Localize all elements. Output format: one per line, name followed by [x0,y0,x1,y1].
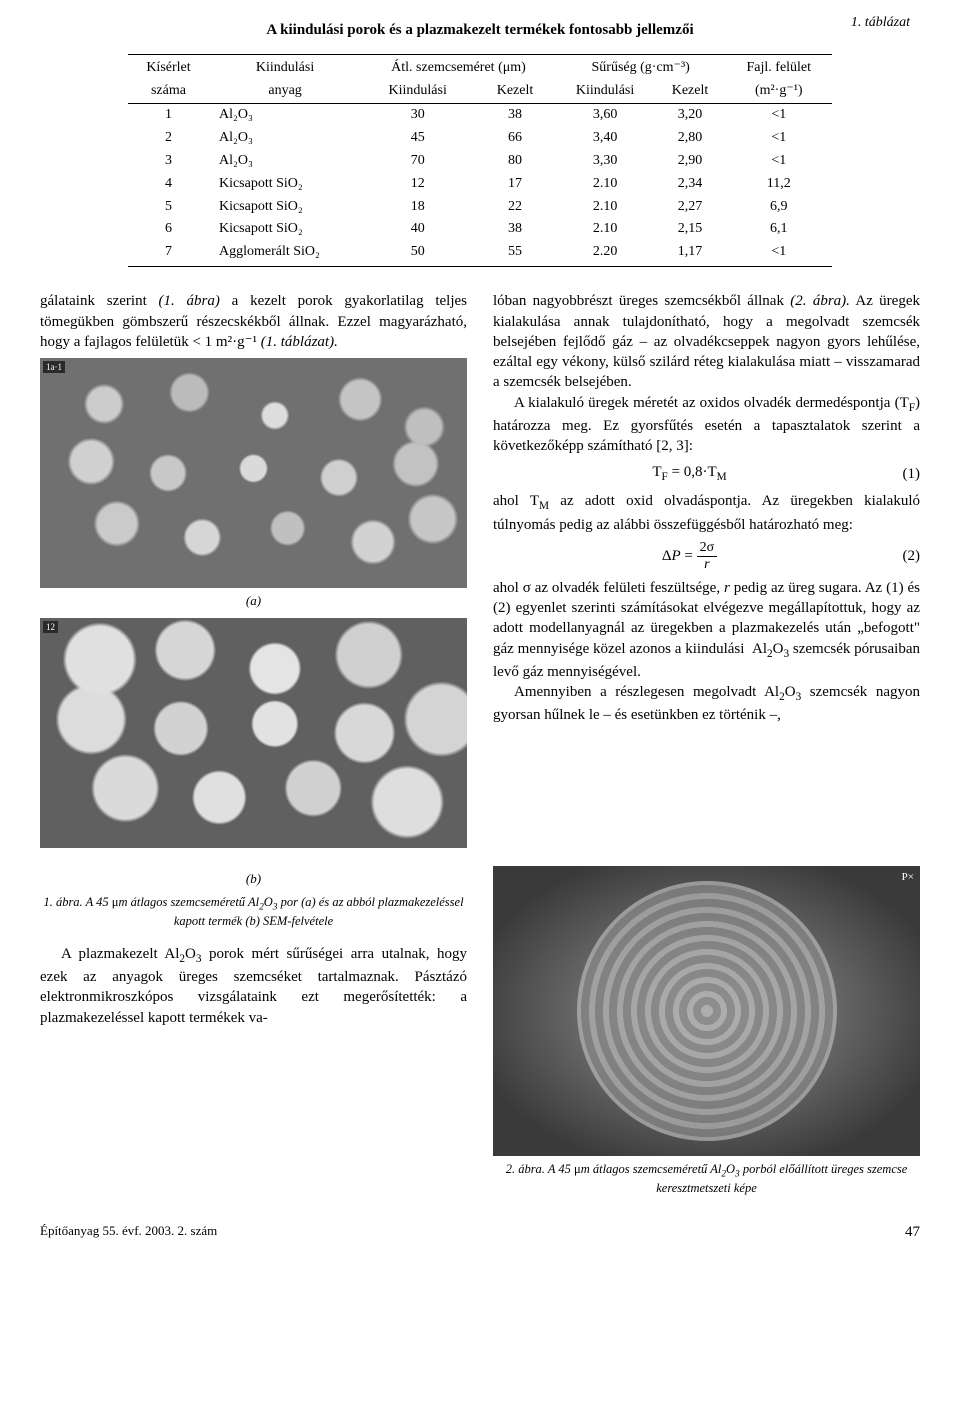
data-table: Kísérlet Kiindulási Átl. szemcseméret (μ… [128,54,832,267]
table-cell: 30 [361,104,474,127]
figure-2-image: P× [493,866,920,1156]
equation-1: TF = 0,8·TM (1) [493,462,920,485]
page-footer: Építőanyag 55. évf. 2003. 2. szám 47 [40,1222,920,1242]
table-cell: <1 [726,150,832,173]
table-cell: 12 [361,173,474,196]
table-cell: 3 [128,150,209,173]
table-cell: 18 [361,196,474,219]
table-cell: 80 [474,150,556,173]
table-cell: 6,1 [726,218,832,241]
table-row: 5Kicsapott SiO₂18222.102,276,9 [128,196,832,219]
table-cell: Kicsapott SiO₂ [209,218,361,241]
th-material: Kiindulási [209,55,361,80]
table-cell: 6 [128,218,209,241]
th-treated-1: Kezelt [474,80,556,103]
table-cell: <1 [726,127,832,150]
table-cell: 3,60 [556,104,655,127]
table-cell: 17 [474,173,556,196]
table-cell: Kicsapott SiO₂ [209,196,361,219]
table-cell: 3,20 [654,104,725,127]
table-row: 7Agglomerált SiO₂50552.201,17<1 [128,241,832,266]
figure-1a-letter: (a) [40,592,467,610]
table-cell: 2.10 [556,196,655,219]
table-row: 4Kicsapott SiO₂12172.102,3411,2 [128,173,832,196]
table-row: 2Al₂O₃45663,402,80<1 [128,127,832,150]
table-cell: 1 [128,104,209,127]
table-cell: 2,27 [654,196,725,219]
table-cell: 2 [128,127,209,150]
table-cell: 2,80 [654,127,725,150]
figure-1b-image: 12 [40,618,467,848]
figure-1b-tag: 12 [43,621,58,633]
table-cell: 38 [474,218,556,241]
table-cell: 3,40 [556,127,655,150]
left-p1: gálataink szerint (1. ábra) a kezelt por… [40,291,467,352]
th-surface: Fajl. felület [726,55,832,80]
table-cell: Al₂O₃ [209,150,361,173]
page-number: 47 [905,1222,920,1242]
table-cell: 3,30 [556,150,655,173]
th-grainsize: Átl. szemcseméret (μm) [361,55,556,80]
table-cell: Agglomerált SiO₂ [209,241,361,266]
table-cell: 2,15 [654,218,725,241]
table-cell: 2.20 [556,241,655,266]
table-cell: 40 [361,218,474,241]
table-cell: 2.10 [556,218,655,241]
table-cell: Al₂O₃ [209,127,361,150]
th-unit: (m²·g⁻¹) [726,80,832,103]
table-cell: 1,17 [654,241,725,266]
th-number: száma [128,80,209,103]
table-cell: 2,90 [654,150,725,173]
right-p4: ahol σ az olvadék felületi feszültsége, … [493,578,920,682]
figure-1a-image: 1a·1 [40,358,467,588]
footer-journal: Építőanyag 55. évf. 2003. 2. szám [40,1222,217,1242]
right-p3: ahol TM az adott oxid olvadáspontja. Az … [493,491,920,534]
th-treated-2: Kezelt [654,80,725,103]
right-p1: lóban nagyobbrészt üreges szemcsékből ál… [493,291,920,392]
table-cell: <1 [726,241,832,266]
equation-2: ΔP = 2σr (2) [493,541,920,572]
table-cell: Kicsapott SiO₂ [209,173,361,196]
table-row: 1Al₂O₃30383,603,20<1 [128,104,832,127]
table-cell: 22 [474,196,556,219]
figure-1b-letter: (b) [40,870,467,888]
table-cell: 2.10 [556,173,655,196]
th-density: Sűrűség (g·cm⁻³) [556,55,726,80]
table-cell: 38 [474,104,556,127]
figure-2-caption: 2. ábra. A 45 μm átlagos szemcseméretű A… [493,1162,920,1197]
lower-right-column: P× 2. ábra. A 45 μm átlagos szemcseméret… [493,866,920,1197]
left-p2: A plazmakezelt Al2O3 porok mért sűrűsége… [40,944,467,1028]
table-number-label: 1. táblázat [851,14,910,33]
table-title: A kiindulási porok és a plazmakezelt ter… [40,20,920,40]
table-body: 1Al₂O₃30383,603,20<12Al₂O₃45663,402,80<1… [128,104,832,267]
table-cell: 2,34 [654,173,725,196]
table-cell: 11,2 [726,173,832,196]
figure-1a-tag: 1a·1 [43,361,65,373]
left-column: gálataink szerint (1. ábra) a kezelt por… [40,291,467,847]
table-cell: Al₂O₃ [209,104,361,127]
table-cell: 6,9 [726,196,832,219]
figure-2-tag: P× [902,870,914,885]
table-cell: 70 [361,150,474,173]
th-initial-1: Kiindulási [361,80,474,103]
table-cell: 45 [361,127,474,150]
right-column: lóban nagyobbrészt üreges szemcsékből ál… [493,291,920,847]
table-cell: 66 [474,127,556,150]
table-cell: 7 [128,241,209,266]
table-cell: 55 [474,241,556,266]
figure-1-caption: 1. ábra. A 45 μm átlagos szemcseméretű A… [40,895,467,930]
right-p5: Amennyiben a részlegesen megolvadt Al2O3… [493,682,920,725]
right-p2: A kialakuló üregek méretét az oxidos olv… [493,393,920,457]
table-cell: 5 [128,196,209,219]
table-cell: 4 [128,173,209,196]
th-anyag: anyag [209,80,361,103]
th-initial-2: Kiindulási [556,80,655,103]
table-cell: 50 [361,241,474,266]
lower-left-column: (b) 1. ábra. A 45 μm átlagos szemcsemére… [40,866,467,1028]
table-cell: <1 [726,104,832,127]
table-row: 3Al₂O₃70803,302,90<1 [128,150,832,173]
table-row: 6Kicsapott SiO₂40382.102,156,1 [128,218,832,241]
th-experiment: Kísérlet [128,55,209,80]
